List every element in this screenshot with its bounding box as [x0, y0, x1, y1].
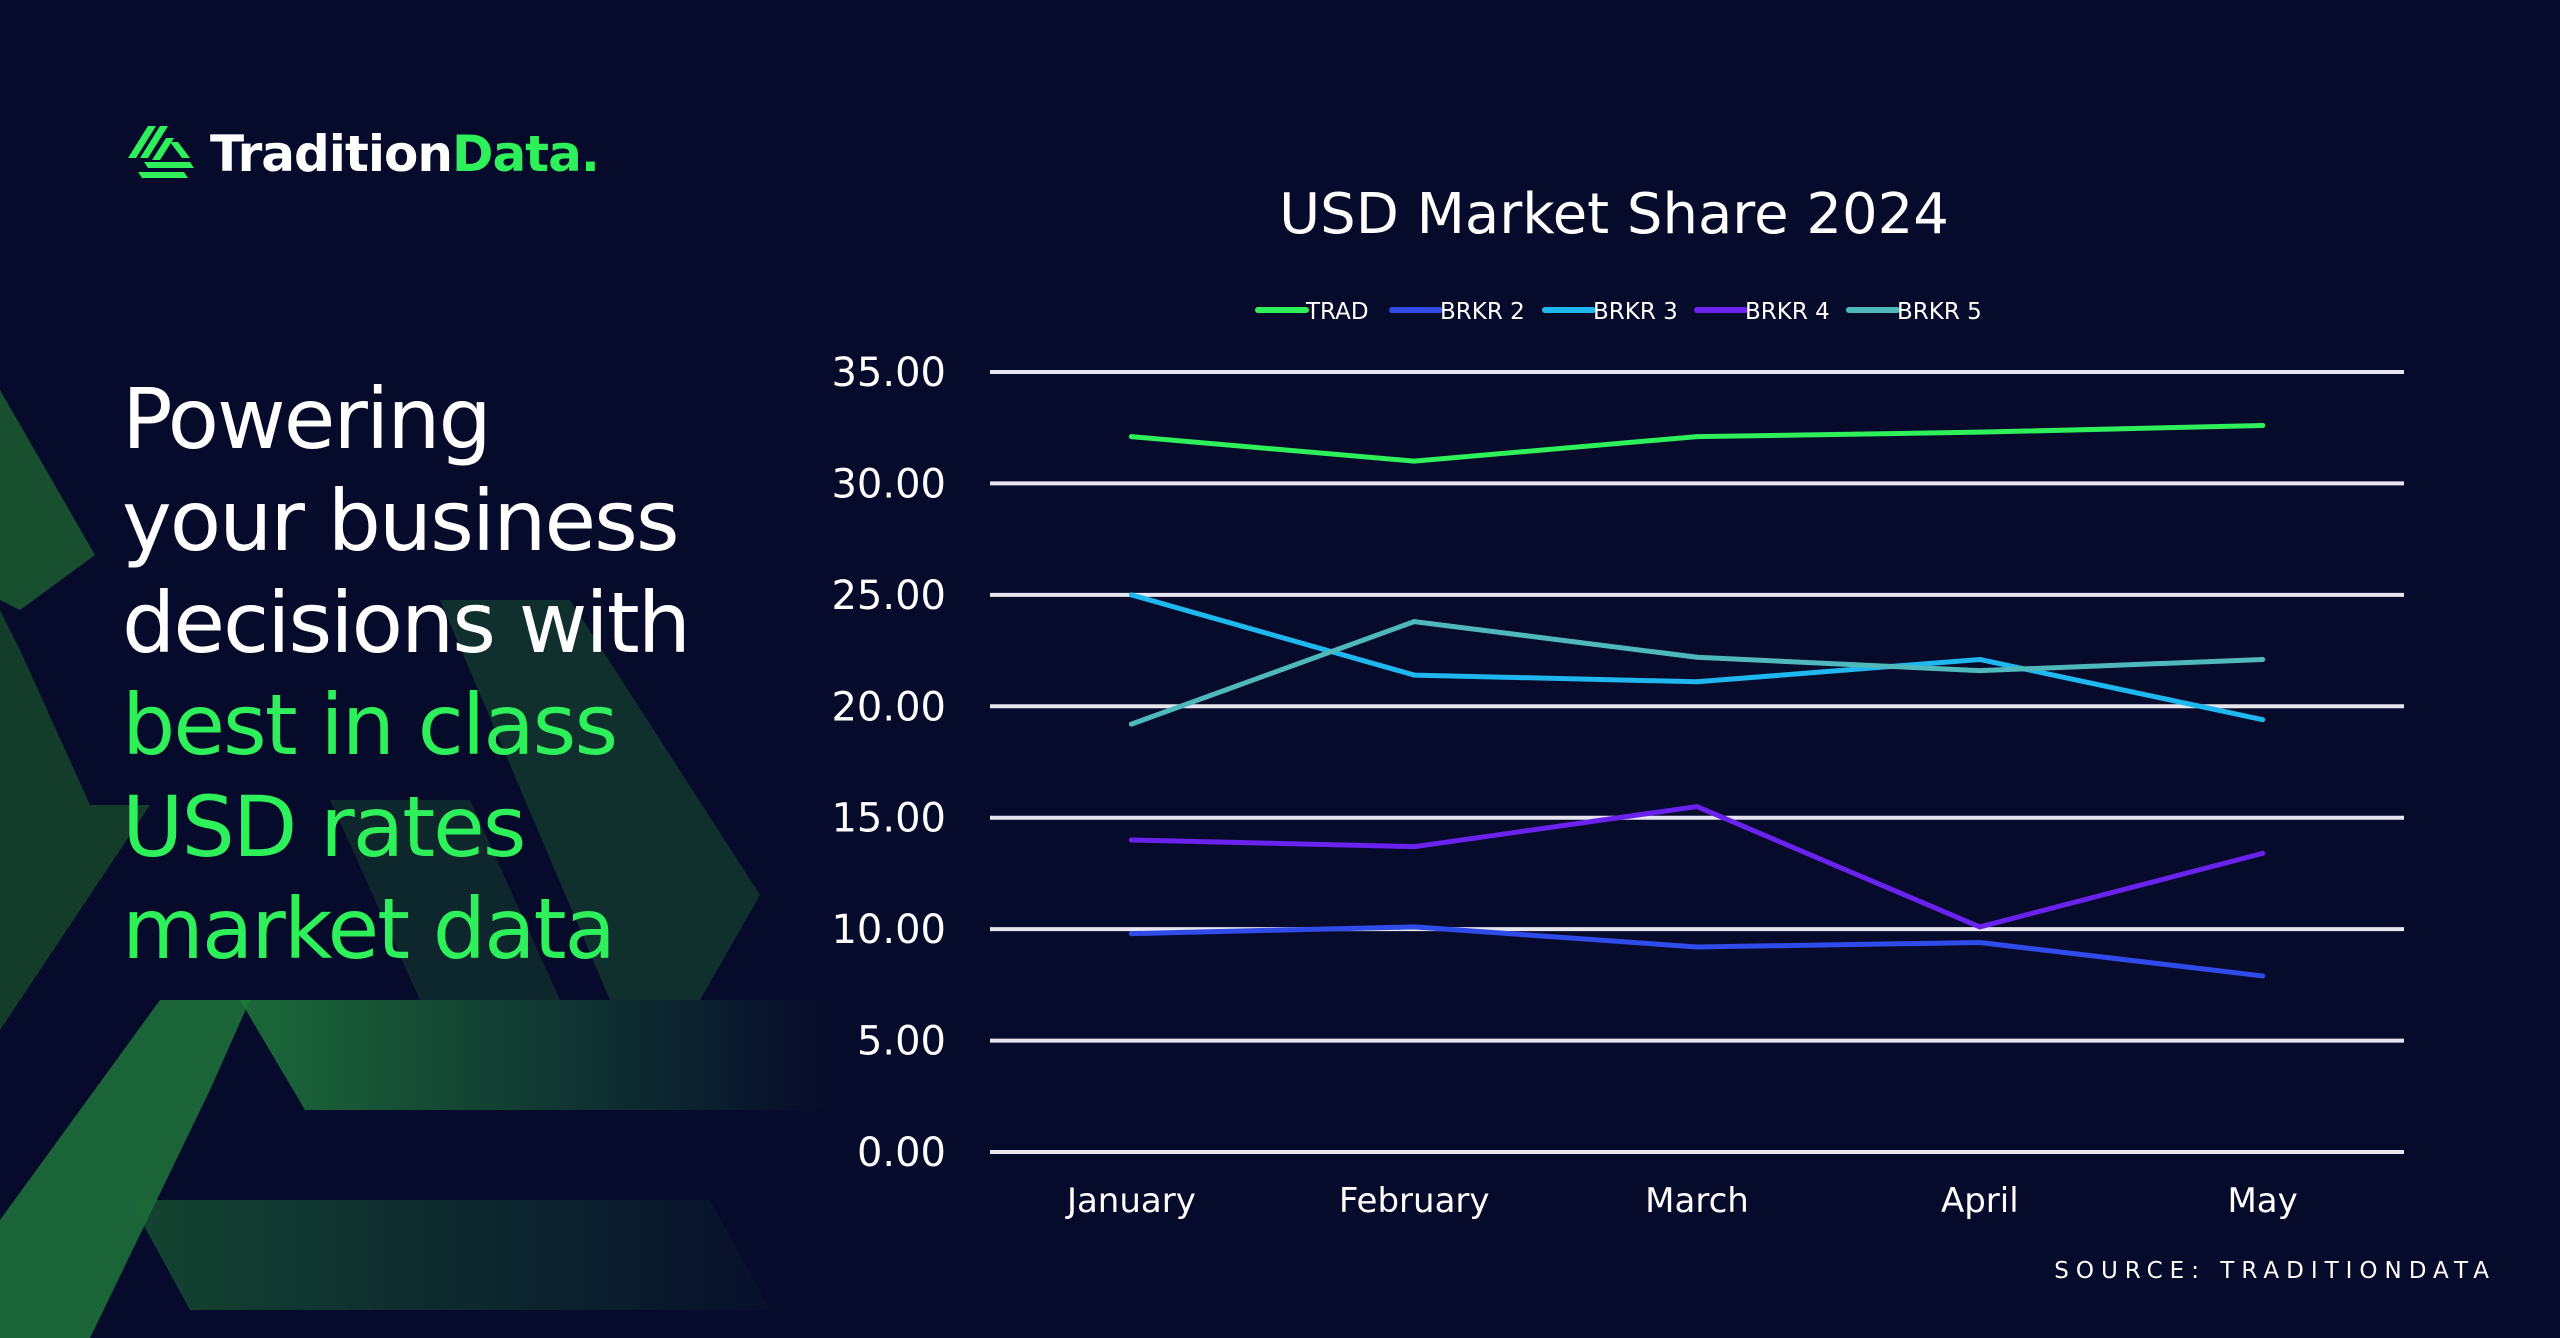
data-point: [2260, 717, 2266, 723]
y-tick-label: 25.00: [831, 573, 946, 619]
data-point: [2260, 656, 2266, 662]
tradition-logo-icon: [128, 126, 194, 178]
chart-gridlines: [990, 370, 2404, 1154]
legend-label: BRKR 2: [1440, 299, 1525, 325]
data-point: [1128, 931, 1134, 937]
legend-label: TRAD: [1305, 299, 1369, 325]
data-point: [1128, 592, 1134, 598]
y-tick-label: 35.00: [831, 350, 946, 396]
headline: Powering your business decisions with be…: [122, 368, 762, 980]
series-line-brkr-2: [1128, 924, 2266, 979]
chart-series: [1128, 422, 2266, 979]
data-point: [1411, 458, 1417, 464]
x-tick-label: May: [2227, 1181, 2297, 1221]
data-point: [1694, 679, 1700, 685]
data-point: [2260, 850, 2266, 856]
headline-line-1: Powering: [122, 370, 492, 468]
bg-shape-5: [130, 1200, 770, 1310]
brand-name-part1: Tradition: [210, 125, 453, 183]
headline-line-4: best in class: [122, 676, 618, 774]
data-point: [1977, 429, 1983, 435]
legend-label: BRKR 3: [1593, 299, 1678, 325]
data-point: [1411, 619, 1417, 625]
bg-shape-4: [240, 1000, 830, 1110]
data-point: [2260, 422, 2266, 428]
bg-shape-7: [330, 800, 560, 1000]
series-line-brkr-5: [1128, 619, 2266, 727]
data-point: [2260, 973, 2266, 979]
data-point: [1128, 434, 1134, 440]
data-point: [1411, 844, 1417, 850]
y-tick-label: 10.00: [831, 907, 946, 953]
legend-label: BRKR 5: [1897, 299, 1982, 325]
data-point: [1128, 721, 1134, 727]
data-point: [1977, 940, 1983, 946]
y-tick-label: 30.00: [831, 461, 946, 507]
brand-name-part2: Data.: [451, 125, 600, 183]
y-tick-label: 0.00: [857, 1130, 946, 1176]
series-line-brkr-4: [1128, 804, 2266, 930]
bg-shape-6: [440, 600, 760, 1000]
data-point: [1977, 924, 1983, 930]
data-point: [1128, 837, 1134, 843]
bg-shape-1: [0, 390, 95, 610]
x-tick-label: March: [1645, 1181, 1749, 1221]
brand-logo: TraditionData.: [126, 124, 600, 184]
chart-x-axis: January February March April May: [1065, 1181, 2298, 1221]
y-tick-label: 5.00: [857, 1019, 946, 1065]
bg-shape-3: [0, 1000, 250, 1338]
chart-title: USD Market Share 2024: [1279, 182, 1949, 247]
source-credit: SOURCE: TRADITIONDATA: [2054, 1258, 2496, 1284]
x-tick-label: February: [1339, 1181, 1490, 1221]
x-tick-label: January: [1065, 1181, 1196, 1221]
headline-line-6: market data: [122, 880, 616, 978]
series-line-trad: [1128, 422, 2266, 464]
bg-shape-2: [0, 610, 150, 1030]
data-point: [1977, 656, 1983, 662]
data-point: [1694, 654, 1700, 660]
y-tick-label: 15.00: [831, 796, 946, 842]
data-point: [1694, 434, 1700, 440]
brand-name: TraditionData.: [210, 125, 600, 183]
data-point: [1977, 668, 1983, 674]
headline-line-3: decisions with: [122, 574, 691, 672]
chart-legend: TRAD BRKR 2 BRKR 3 BRKR 4 BRKR 5: [1255, 299, 1982, 325]
data-point: [1694, 804, 1700, 810]
y-tick-label: 20.00: [831, 684, 946, 730]
headline-line-2: your business: [122, 472, 680, 570]
headline-line-5: USD rates: [122, 778, 527, 876]
data-point: [1694, 944, 1700, 950]
data-point: [1411, 672, 1417, 678]
data-point: [1411, 924, 1417, 930]
x-tick-label: April: [1941, 1181, 2019, 1221]
legend-label: BRKR 4: [1745, 299, 1830, 325]
chart-y-axis: 0.00 5.00 10.00 15.00 20.00 25.00 30.00 35.00: [831, 350, 946, 1176]
